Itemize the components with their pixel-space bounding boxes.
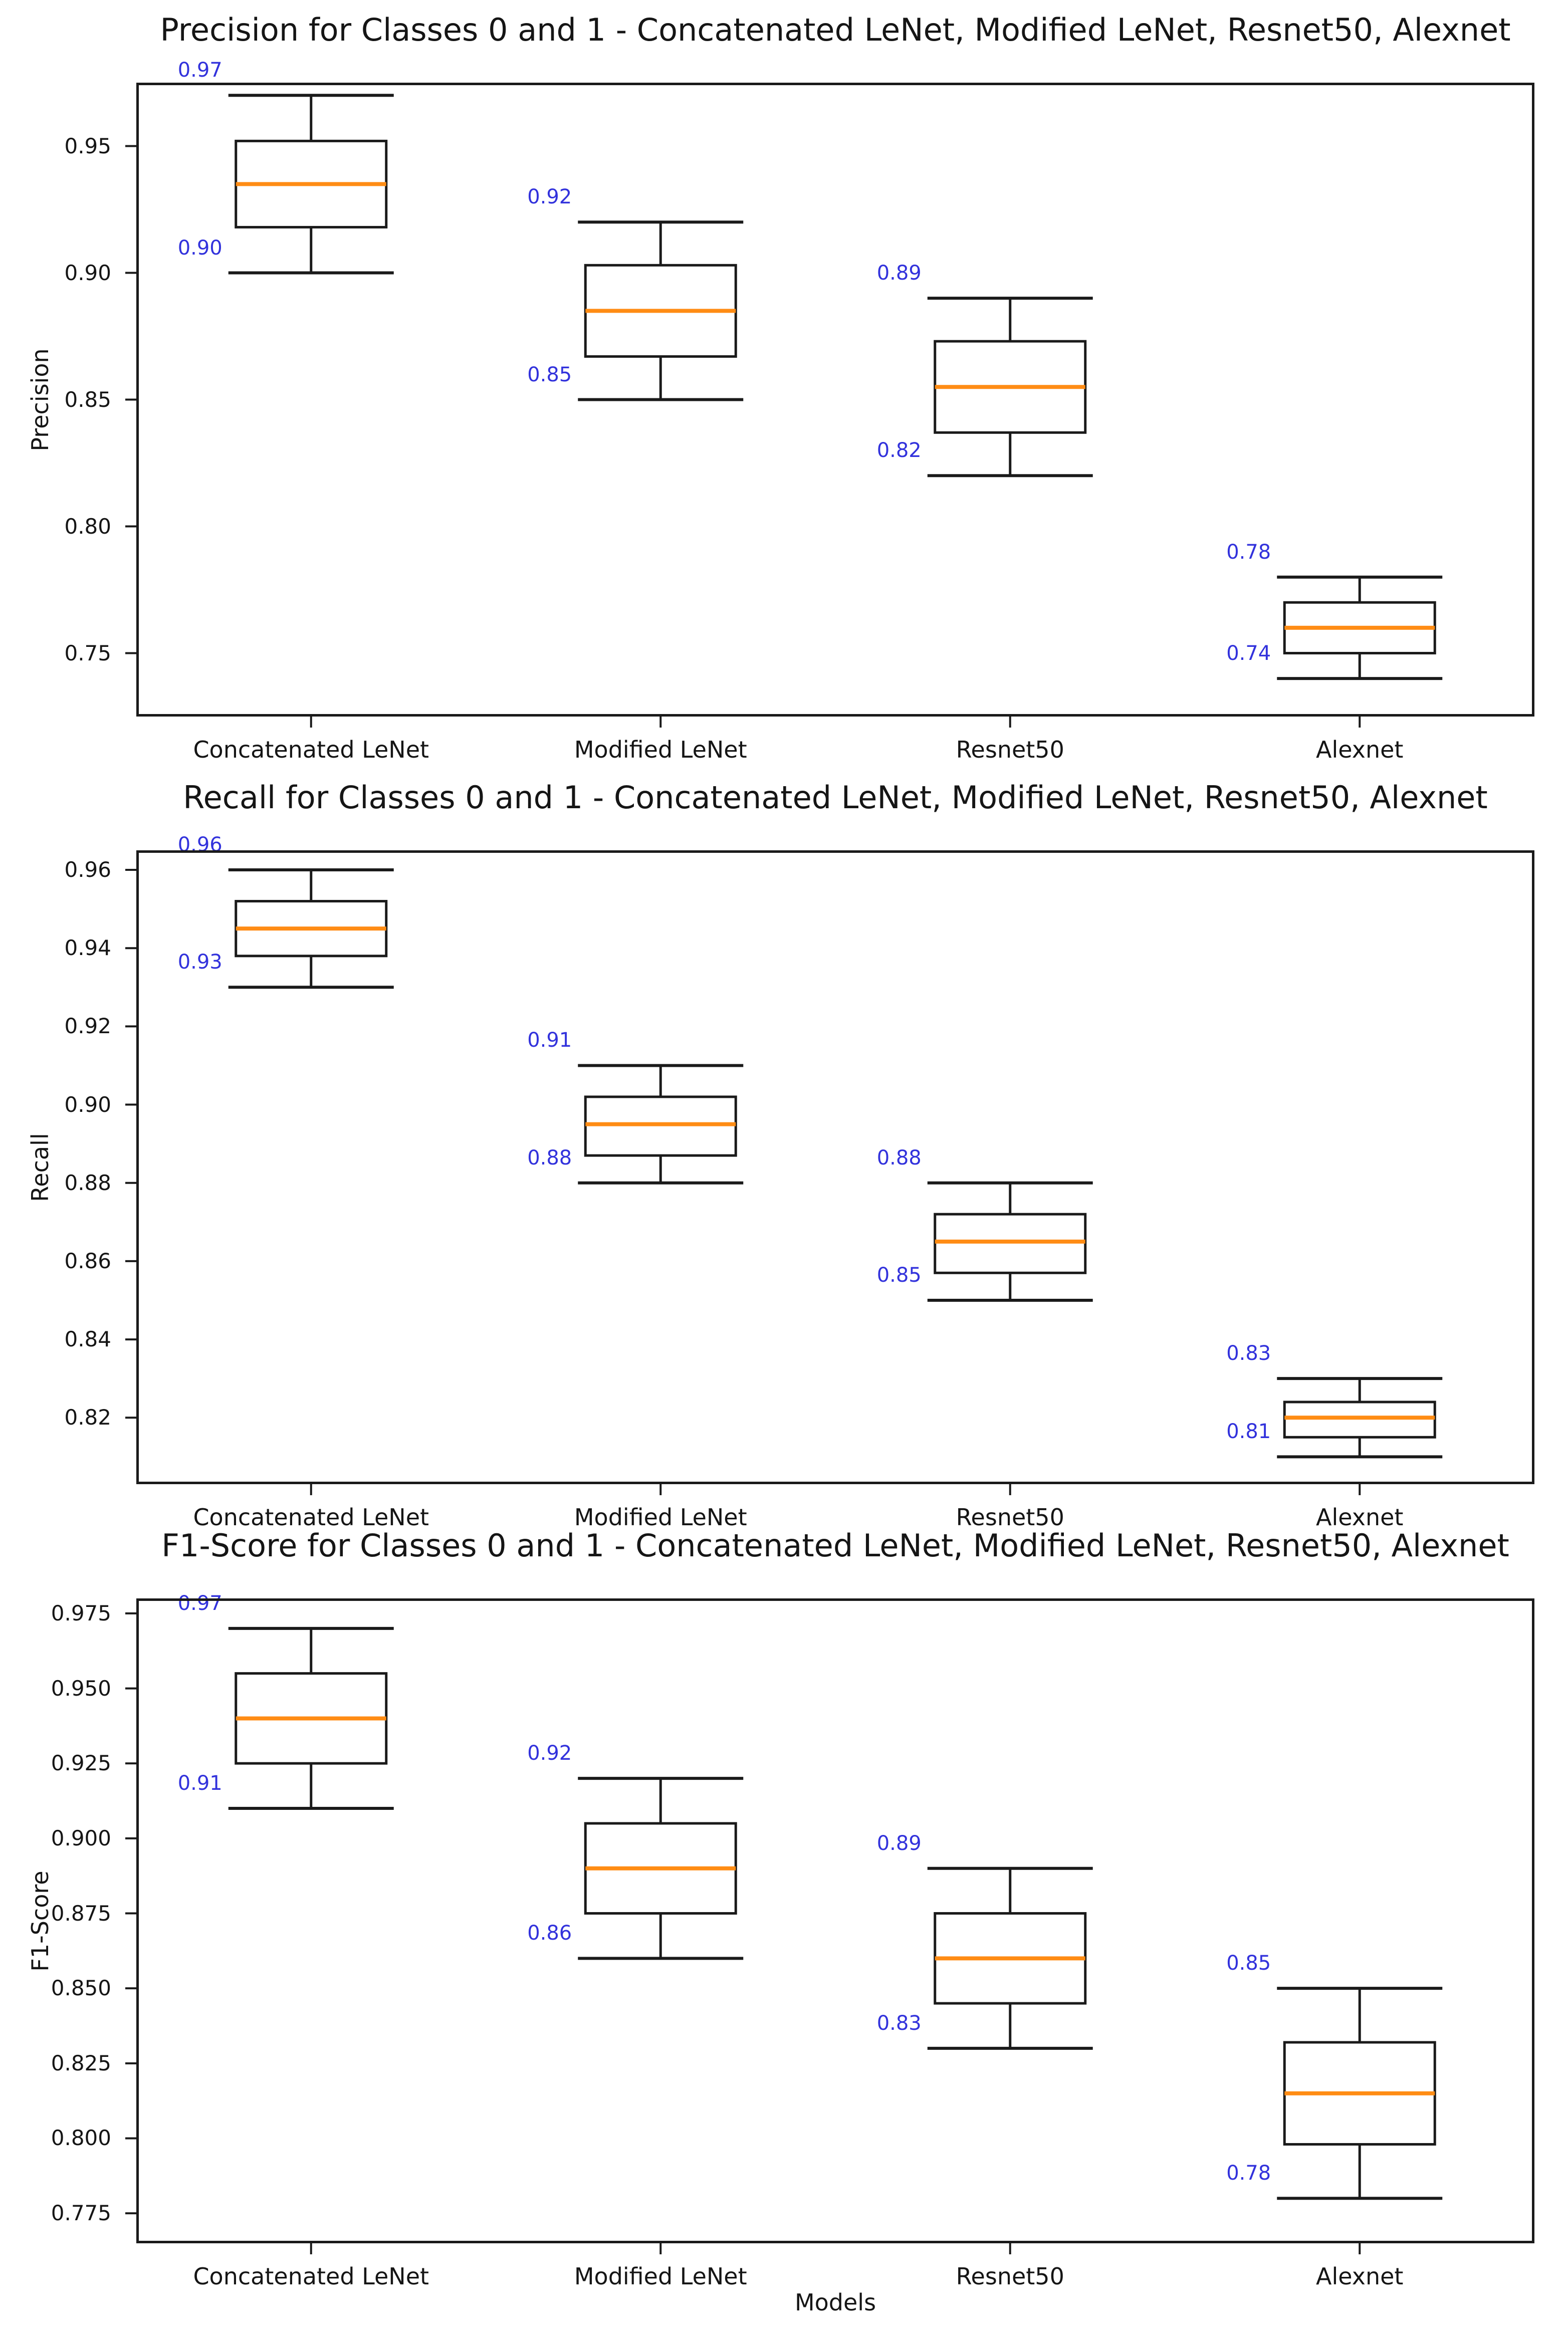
annotation-min: 0.74: [1226, 642, 1271, 665]
y-tick-label: 0.800: [51, 2126, 111, 2151]
x-axis-label-models: Models: [794, 2289, 876, 2316]
x-tick-label: Modified LeNet: [574, 1504, 747, 1531]
y-tick-label: 0.950: [51, 1676, 111, 1701]
annotation-min: 0.91: [177, 1772, 222, 1795]
annotation-min: 0.82: [876, 439, 922, 462]
annotation-max: 0.88: [876, 1146, 922, 1169]
annotation-max: 0.97: [177, 59, 222, 82]
recall-chart-title: Recall for Classes 0 and 1 - Concatenate…: [183, 779, 1488, 816]
x-tick-label: Resnet50: [956, 2263, 1064, 2290]
x-tick-label: Alexnet: [1316, 736, 1404, 763]
x-tick-label: Modified LeNet: [574, 2263, 747, 2290]
annotation-min: 0.78: [1226, 2162, 1271, 2185]
y-tick-label: 0.975: [51, 1600, 111, 1625]
y-tick-label: 0.84: [64, 1327, 111, 1352]
annotation-max: 0.97: [177, 1591, 222, 1615]
y-tick-label: 0.850: [51, 1976, 111, 2001]
annotation-max: 0.85: [1226, 1952, 1271, 1975]
x-tick-label: Concatenated LeNet: [193, 1504, 429, 1531]
y-tick-label: 0.88: [64, 1170, 111, 1195]
annotation-min: 0.90: [177, 236, 222, 260]
y-tick-label: 0.82: [64, 1405, 111, 1430]
annotation-max: 0.83: [1226, 1342, 1271, 1365]
x-tick-label: Alexnet: [1316, 2263, 1404, 2290]
x-tick-label: Resnet50: [956, 736, 1064, 763]
y-tick-label: 0.94: [64, 935, 111, 961]
y-tick-label: 0.90: [64, 1092, 111, 1117]
annotation-min: 0.85: [876, 1263, 922, 1287]
annotation-min: 0.86: [527, 1922, 572, 1945]
annotation-max: 0.92: [527, 185, 572, 209]
annotation-max: 0.91: [527, 1029, 572, 1052]
y-tick-label: 0.96: [64, 857, 111, 882]
y-tick-label: 0.900: [51, 1825, 111, 1850]
annotation-min: 0.83: [876, 2011, 922, 2035]
precision-chart-title: Precision for Classes 0 and 1 - Concaten…: [160, 12, 1511, 48]
y-tick-label: 0.92: [64, 1014, 111, 1039]
annotation-min: 0.81: [1226, 1420, 1271, 1444]
annotation-min: 0.85: [527, 363, 572, 386]
annotation-max: 0.89: [876, 262, 922, 285]
y-tick-label: 0.775: [51, 2201, 111, 2226]
x-tick-label: Resnet50: [956, 1504, 1064, 1531]
annotation-max: 0.89: [876, 1831, 922, 1855]
y-tick-label: 0.85: [64, 387, 111, 412]
plot-frame: [136, 83, 1534, 717]
y-tick-label: 0.75: [64, 640, 111, 665]
y-tick-label: 0.86: [64, 1248, 111, 1273]
x-tick-label: Concatenated LeNet: [193, 2263, 429, 2290]
y-tick-label: 0.95: [64, 133, 111, 158]
y-tick-label: 0.825: [51, 2050, 111, 2075]
annotation-max: 0.78: [1226, 540, 1271, 564]
x-tick-label: Modified LeNet: [574, 736, 747, 763]
y-tick-label: 0.875: [51, 1901, 111, 1926]
plot-frame: [136, 1598, 1534, 2243]
annotation-max: 0.92: [527, 1742, 572, 1765]
f1score-chart-title: F1-Score for Classes 0 and 1 - Concatena…: [161, 1527, 1509, 1564]
plot-area: [125, 1598, 1534, 2254]
y-tick-label: 0.80: [64, 514, 111, 539]
x-tick-label: Alexnet: [1316, 1504, 1404, 1531]
y-tick-label: 0.90: [64, 260, 111, 285]
y-tick-label: 0.925: [51, 1751, 111, 1776]
plot-frame: [136, 850, 1534, 1484]
x-tick-label: Concatenated LeNet: [193, 736, 429, 763]
annotation-min: 0.88: [527, 1146, 572, 1169]
annotation-min: 0.93: [177, 951, 222, 974]
plot-area: [125, 83, 1534, 728]
plot-area: [125, 850, 1534, 1495]
